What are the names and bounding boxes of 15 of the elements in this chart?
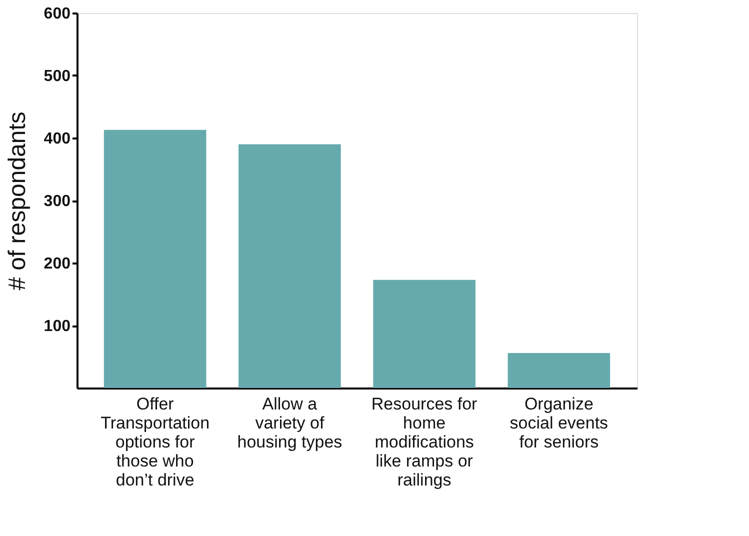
y-tick-label: 300 — [44, 193, 71, 210]
y-tick-label: 500 — [44, 68, 71, 85]
y-tick-label: 400 — [44, 130, 71, 148]
x-tick-label: Resources for home modifications like ramps or railings — [371, 394, 478, 490]
bar — [373, 280, 476, 388]
y-axis-title: # of respondants — [4, 112, 31, 290]
bar — [104, 130, 206, 388]
bar — [508, 353, 610, 388]
y-tick-label: 600 — [44, 6, 71, 22]
bar — [238, 144, 341, 388]
x-tick-label: Allow a variety of housing types — [237, 394, 342, 452]
y-tick-label: 100 — [44, 318, 71, 335]
y-tick-label: 200 — [44, 256, 71, 272]
x-tick-label: Offer Transportation options for those who don’t drive — [100, 394, 210, 490]
x-tick-label: Organize social events for seniors — [510, 394, 608, 452]
